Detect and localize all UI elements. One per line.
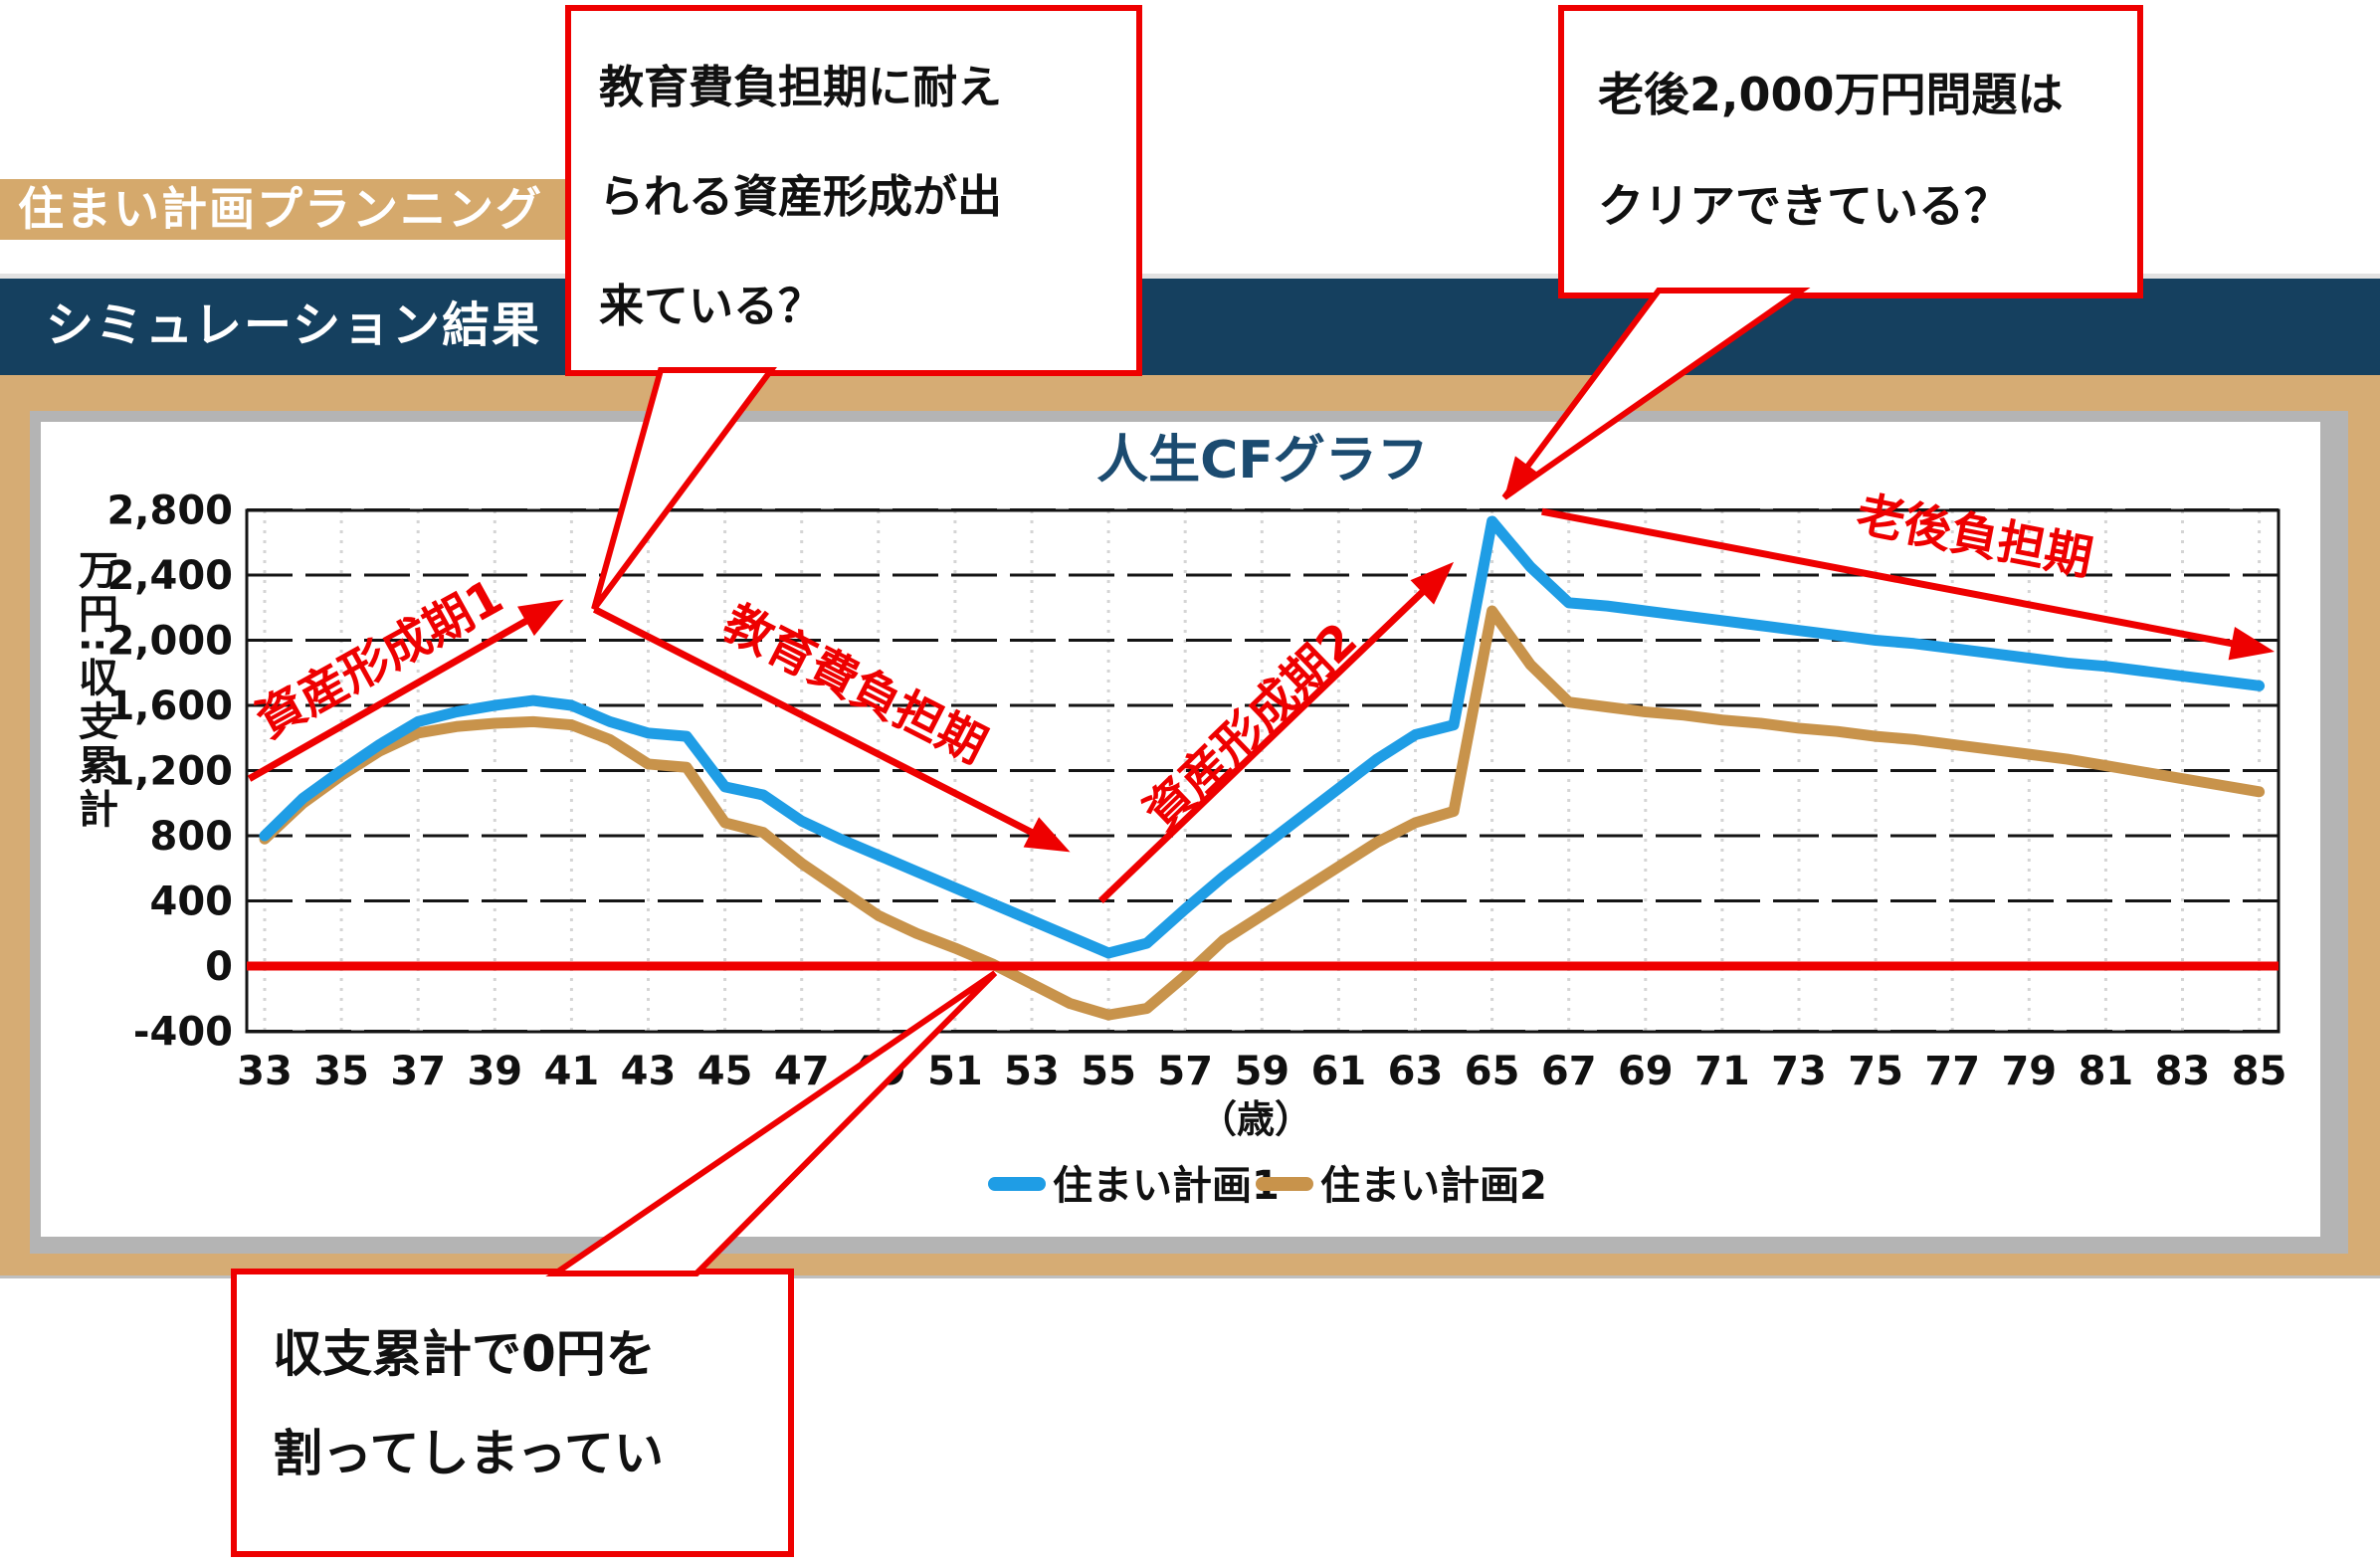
callout-deficit-line1: 収支累計で0円を <box>273 1325 656 1383</box>
callout-deficit-line2: 割ってしまってい <box>273 1425 664 1482</box>
section-title: シミュレーション結果 <box>46 297 542 353</box>
callout-retirement-line2: クリアできている？ <box>1598 179 2010 233</box>
callout-retirement-2000man: 老後2,000万円問題は クリアできている？ <box>1558 5 2143 298</box>
callout-education-line1: 教育費負担期に耐え <box>599 61 1003 113</box>
callout-education-line3: 来ている？ <box>599 280 824 332</box>
callout-deficit-warning: 収支累計で0円を 割ってしまってい <box>231 1269 794 1557</box>
callout-retirement-line1: 老後2,000万円問題は <box>1598 68 2064 121</box>
callout-education-period: 教育費負担期に耐え られる資産形成が出 来ている？ <box>565 5 1142 376</box>
app-banner-label: 住まい計画プランニング <box>18 182 543 236</box>
chart-panel <box>41 422 2320 1237</box>
callout-education-line2: られる資産形成が出 <box>599 170 1003 223</box>
y-axis-title: 万円:収支累計 <box>72 549 117 832</box>
